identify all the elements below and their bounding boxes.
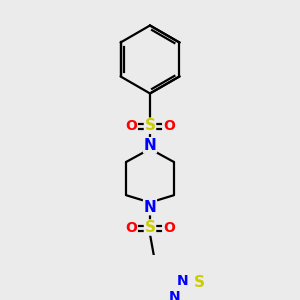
- Text: N: N: [144, 138, 156, 153]
- Text: S: S: [145, 118, 155, 133]
- Text: N: N: [176, 274, 188, 288]
- Text: O: O: [125, 220, 137, 235]
- Text: S: S: [145, 220, 155, 235]
- Text: S: S: [194, 275, 205, 290]
- Text: O: O: [163, 119, 175, 133]
- Text: N: N: [144, 200, 156, 214]
- Text: O: O: [125, 119, 137, 133]
- Text: N: N: [169, 290, 181, 300]
- Text: O: O: [163, 220, 175, 235]
